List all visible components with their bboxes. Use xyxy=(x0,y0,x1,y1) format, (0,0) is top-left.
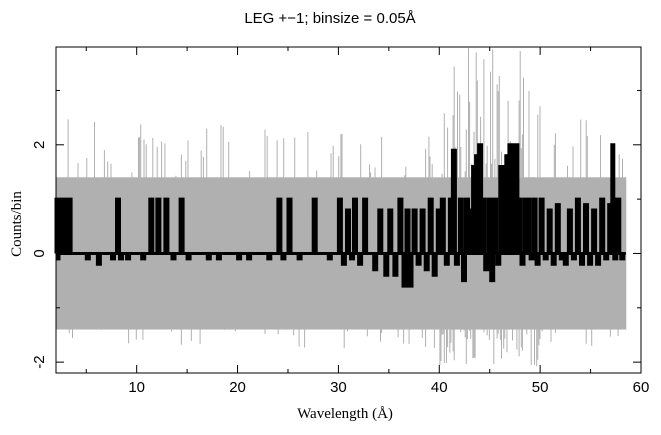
y-axis-label: Counts/bin xyxy=(9,191,25,257)
x-axis-label: Wavelength (Å) xyxy=(297,406,393,422)
x-tick-label: 30 xyxy=(330,379,347,396)
x-tick-label: 10 xyxy=(128,379,145,396)
y-axis: -2 0 2 xyxy=(31,89,641,369)
x-tick-label: 50 xyxy=(532,379,549,396)
y-tick-label: 0 xyxy=(31,249,48,257)
y-tick-label: -2 xyxy=(31,355,48,368)
x-tick-label: 20 xyxy=(229,379,246,396)
chart-title: LEG +−1; binsize = 0.05Å xyxy=(244,10,415,27)
plot-frame xyxy=(55,46,642,374)
x-axis: 10 20 30 40 50 60 xyxy=(85,47,650,396)
y-tick-label: 2 xyxy=(31,141,48,149)
x-tick-label: 60 xyxy=(633,379,650,396)
x-tick-label: 40 xyxy=(431,379,448,396)
